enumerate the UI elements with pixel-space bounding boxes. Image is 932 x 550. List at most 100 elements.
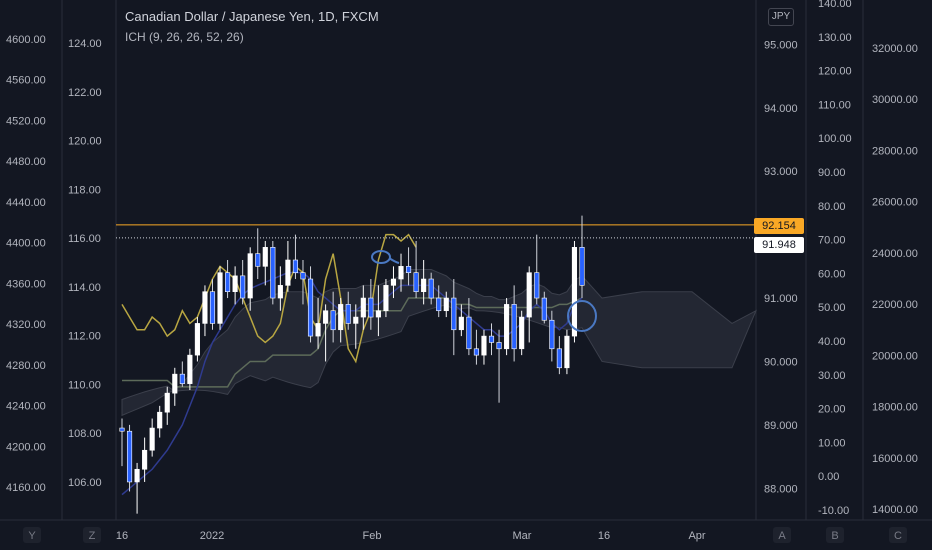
axis-1-tick-label: 4280.00 [6, 360, 46, 372]
time-axis-tick-label: Feb [363, 530, 382, 542]
axis-2-tick-label: 112.00 [68, 331, 101, 343]
scale-button-c[interactable]: C [889, 527, 907, 543]
candle-body [285, 259, 291, 286]
candle-body [247, 253, 253, 299]
time-axis-tick-label: 2022 [200, 530, 224, 542]
candle-body [511, 304, 517, 350]
scale-button-z[interactable]: Z [83, 527, 101, 543]
axis-2-tick-label: 110.00 [68, 379, 101, 391]
axis-2-tick-label: 122.00 [68, 87, 102, 99]
candle-body [383, 285, 389, 312]
scale-button-bg [889, 527, 907, 543]
time-axis-tick-label: Apr [688, 530, 705, 542]
price-axis-tick-label: 88.000 [764, 483, 798, 495]
axis-4-tick-label: 120.00 [818, 66, 852, 78]
drawing-circle-feb-tail [388, 257, 400, 264]
candle-body [164, 392, 170, 413]
axis-5-tick-label: 22000.00 [872, 299, 918, 311]
price-axis-tick-label: 91.000 [764, 293, 798, 305]
axis-4-tick-label: 60.00 [818, 268, 846, 280]
candle-body [534, 272, 540, 299]
alt-price-tag: 91.948 [754, 237, 804, 253]
candle-body [323, 310, 329, 324]
time-axis-tick-label: 16 [116, 530, 128, 542]
price-axis-tick-label: 94.000 [764, 103, 798, 115]
candle-body [579, 247, 585, 286]
candle-body [225, 272, 231, 293]
candle-body [368, 297, 374, 318]
axis-1-tick-label: 4360.00 [6, 278, 46, 290]
price-axis-tick-label: 90.000 [764, 356, 798, 368]
candle-body [338, 304, 344, 331]
price-axis-tick-label: 93.000 [764, 166, 798, 178]
axis-4-tick-label: 90.00 [818, 167, 846, 179]
axis-2-tick-label: 124.00 [68, 38, 102, 50]
axis-1-tick-label: 4160.00 [6, 482, 46, 494]
candle-body [564, 335, 570, 369]
axis-2-tick-label: 120.00 [68, 136, 102, 148]
candle-body [315, 323, 321, 337]
scale-button-label: Z [89, 530, 96, 542]
axis-4-tick-label: 0.00 [818, 471, 839, 483]
candle-body [549, 319, 555, 350]
candle-body [519, 316, 525, 350]
candle-body [134, 468, 140, 483]
axis-5-tick-label: 16000.00 [872, 453, 918, 465]
axis-5-tick-label: 28000.00 [872, 145, 918, 157]
candle-body [443, 297, 449, 312]
candle-body [292, 259, 299, 273]
candle-body [270, 247, 276, 299]
candle-body [473, 348, 479, 356]
price-axis-tick-label: 89.000 [764, 420, 798, 432]
axis-4-tick-label: 80.00 [818, 201, 846, 213]
candle-body [541, 297, 547, 321]
axis-1-tick-label: 4400.00 [6, 238, 46, 250]
axis-1-tick-label: 4320.00 [6, 319, 46, 331]
candle-body [488, 335, 495, 343]
candle-body [255, 253, 261, 267]
candle-body [413, 272, 419, 293]
axis-4-tick-label: 100.00 [818, 133, 852, 145]
scale-button-label: C [894, 530, 902, 542]
axis-2-tick-label: 114.00 [68, 282, 101, 294]
candle-body [217, 272, 223, 324]
currency-badge[interactable]: JPY [768, 8, 794, 26]
drawing-circle-mar [567, 300, 597, 332]
axis-5-tick-label: 30000.00 [872, 94, 918, 106]
candle-body [307, 278, 314, 337]
candle-body [481, 335, 487, 356]
axis-5-tick-label: 20000.00 [872, 350, 918, 362]
axis-5-tick-label: 26000.00 [872, 197, 918, 209]
candle-body [172, 373, 178, 394]
scale-button-a[interactable]: A [773, 527, 791, 543]
candle-body [428, 278, 434, 299]
candle-body [360, 297, 366, 318]
candle-body [375, 310, 381, 318]
axis-4-tick-label: 20.00 [818, 404, 846, 416]
axis-1-tick-label: 4560.00 [6, 75, 46, 87]
price-axis-tick-label: 95.000 [764, 39, 798, 51]
candle-body [157, 411, 163, 429]
axis-4-tick-label: 10.00 [818, 437, 846, 449]
drawing-circle-feb [371, 250, 391, 264]
axis-1-tick-label: 4440.00 [6, 197, 46, 209]
candle-body [142, 449, 148, 470]
candle-body [398, 266, 404, 280]
scale-button-b[interactable]: B [826, 527, 844, 543]
scale-button-bg [773, 527, 791, 543]
candle-body [202, 291, 208, 324]
candle-body [194, 323, 200, 356]
candle-body [300, 272, 306, 280]
time-axis-tick-label: 16 [598, 530, 610, 542]
ichimoku-lagging-line [121, 233, 417, 364]
axis-4-tick-label: 110.00 [818, 99, 851, 111]
scale-button-y[interactable]: Y [23, 527, 41, 543]
candle-body [466, 316, 472, 350]
axis-2-tick-label: 106.00 [68, 477, 102, 489]
axis-1-tick-label: 4240.00 [6, 401, 46, 413]
axis-4-tick-label: 130.00 [818, 32, 852, 44]
candle-body [126, 430, 133, 483]
axis-1-tick-label: 4600.00 [6, 34, 46, 46]
indicator-label[interactable]: ICH (9, 26, 26, 52, 26) [125, 30, 244, 44]
